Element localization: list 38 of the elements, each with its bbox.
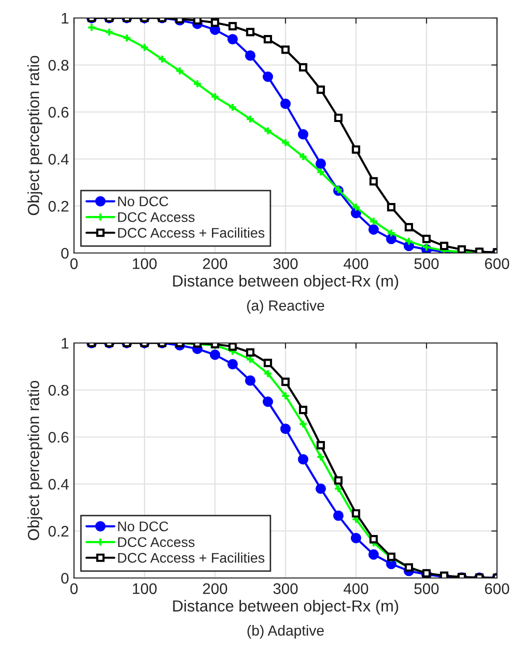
legend-label: DCC Access + Facilities [118,228,264,238]
y-tick-label: 0.4 [48,478,69,490]
x-tick-label: 100 [132,258,157,270]
x-tick-label: 400 [344,258,368,270]
y-tick-label: 0.6 [48,106,68,118]
y-tick-label: 0.2 [48,526,68,537]
x-tick-label: 100 [132,583,157,594]
y-tick-label: 0.2 [48,200,68,212]
x-axis-title: Distance between object-Rx (m) [173,600,398,615]
legend-label: No DCC [118,521,168,532]
text: (b) Adaptive [247,625,324,639]
x-tick-label: 600 [485,583,510,594]
x-tick-label: 600 [485,258,510,270]
y-tick-label: 0 [61,572,69,584]
y-tick-label: 0.8 [48,384,68,396]
y-axis-title: Object perception ratio [27,56,42,216]
legend-label: DCC Access [118,537,195,548]
y-tick-label: 0 [61,248,69,259]
x-tick-label: 200 [203,583,228,594]
x-tick-label: 500 [414,583,439,594]
y-tick-label: 0.4 [48,154,69,165]
y-tick-label: 0.8 [48,60,68,71]
x-tick-label: 300 [273,258,298,270]
x-tick-label: 500 [414,258,439,270]
x-tick-label: 200 [203,258,228,270]
x-tick-label: 0 [70,258,78,270]
legend-label: No DCC [118,196,168,206]
y-tick-label: 0.6 [48,432,68,443]
legend-label: DCC Access [118,212,195,222]
x-tick-label: 300 [273,583,298,594]
y-tick-label: 1 [62,338,68,349]
text: (a) Reactive [247,300,324,314]
y-axis-title: Object perception ratio [27,380,42,540]
legend-label: DCC Access + Facilities [118,552,264,563]
x-tick-label: 0 [70,583,78,594]
y-tick-label: 1 [62,13,68,24]
x-tick-label: 400 [344,583,368,594]
x-axis-title: Distance between object-Rx (m) [173,274,398,290]
